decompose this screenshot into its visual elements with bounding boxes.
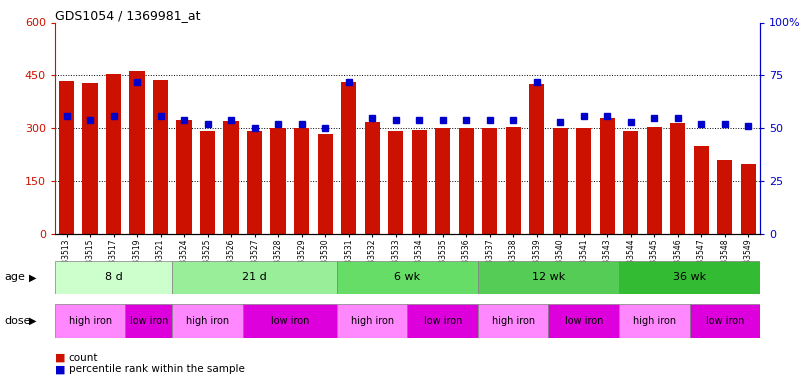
Bar <box>623 131 638 234</box>
Bar <box>553 128 568 234</box>
Bar <box>106 74 121 234</box>
Bar <box>482 128 497 234</box>
Bar <box>341 82 356 234</box>
Bar <box>412 130 427 234</box>
Text: low iron: low iron <box>564 316 603 326</box>
Text: percentile rank within the sample: percentile rank within the sample <box>69 364 244 374</box>
Bar <box>646 128 662 234</box>
Text: high iron: high iron <box>186 316 229 326</box>
Bar <box>388 131 403 234</box>
Text: low iron: low iron <box>271 316 309 326</box>
Bar <box>670 123 685 234</box>
Bar <box>505 127 521 234</box>
Bar <box>549 304 619 338</box>
Text: ▶: ▶ <box>29 273 36 282</box>
Bar <box>130 71 145 234</box>
Bar <box>600 118 615 234</box>
Bar <box>694 146 709 234</box>
Text: ■: ■ <box>55 353 65 363</box>
Bar <box>619 304 690 338</box>
Bar <box>318 135 333 234</box>
Bar <box>82 83 98 234</box>
Text: 21 d: 21 d <box>243 273 267 282</box>
Bar <box>364 122 380 234</box>
Bar <box>55 304 126 338</box>
Bar <box>619 261 760 294</box>
Bar <box>126 304 172 338</box>
Text: high iron: high iron <box>351 316 394 326</box>
Text: low iron: low iron <box>130 316 168 326</box>
Text: low iron: low iron <box>423 316 462 326</box>
Text: GDS1054 / 1369981_at: GDS1054 / 1369981_at <box>55 9 201 22</box>
Bar <box>337 261 478 294</box>
Bar <box>247 130 262 234</box>
Bar <box>407 304 478 338</box>
Bar <box>478 304 548 338</box>
Bar <box>337 304 407 338</box>
Bar <box>690 304 760 338</box>
Bar <box>741 164 756 234</box>
Bar <box>529 84 544 234</box>
Text: high iron: high iron <box>69 316 112 326</box>
Text: dose: dose <box>4 316 31 326</box>
Bar <box>243 304 337 338</box>
Bar <box>576 128 592 234</box>
Text: 6 wk: 6 wk <box>394 273 421 282</box>
Text: ■: ■ <box>55 364 65 374</box>
Text: 12 wk: 12 wk <box>532 273 565 282</box>
Bar <box>459 128 474 234</box>
Text: high iron: high iron <box>492 316 535 326</box>
Bar <box>271 128 286 234</box>
Text: low iron: low iron <box>705 316 744 326</box>
Bar <box>59 81 74 234</box>
Bar <box>200 130 215 234</box>
Bar <box>717 159 733 234</box>
Bar <box>478 261 619 294</box>
Text: 36 wk: 36 wk <box>673 273 706 282</box>
Bar <box>435 128 451 234</box>
Bar <box>55 261 172 294</box>
Bar <box>177 120 192 234</box>
Text: ▶: ▶ <box>29 316 36 326</box>
Text: count: count <box>69 353 98 363</box>
Text: high iron: high iron <box>633 316 676 326</box>
Bar <box>223 121 239 234</box>
Text: 8 d: 8 d <box>105 273 123 282</box>
Bar <box>294 128 310 234</box>
Bar <box>153 80 168 234</box>
Bar <box>172 304 243 338</box>
Bar <box>172 261 337 294</box>
Text: age: age <box>4 273 25 282</box>
